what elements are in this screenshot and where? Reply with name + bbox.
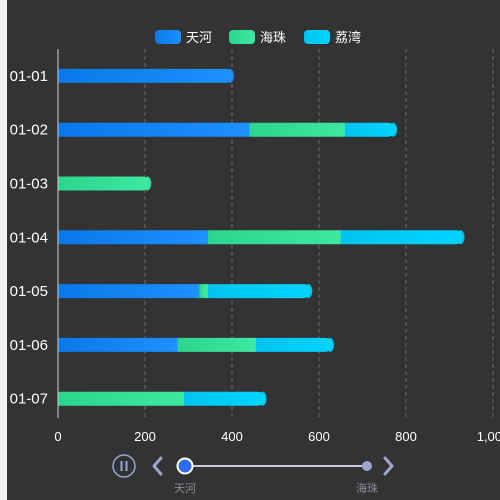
- legend-item-tianhe[interactable]: 天河: [155, 30, 212, 46]
- bar-segment-haizhu[interactable]: [58, 391, 185, 406]
- bar-segment-tianhe[interactable]: [58, 230, 209, 245]
- bar-segment-haizhu[interactable]: [208, 230, 341, 245]
- y-category-label: 01-01: [10, 68, 48, 85]
- y-category-label: 01-05: [10, 283, 48, 300]
- pause-icon: [120, 461, 123, 471]
- bar-segment-haizhu[interactable]: [249, 122, 346, 137]
- legend-swatch: [304, 30, 330, 44]
- stacked-bar-chart: 0 200 400 600 800 1,000 01-01 01-02 01-03 01-04 01…: [10, 30, 500, 495]
- bar-segment-liwan[interactable]: [340, 230, 463, 245]
- timeline-point[interactable]: [362, 461, 372, 471]
- bar-segment-cap: [304, 284, 313, 299]
- bar-segment-liwan[interactable]: [345, 122, 396, 137]
- bar-segment-tianhe[interactable]: [58, 122, 250, 137]
- bar-segment-cap: [226, 68, 234, 83]
- y-category-label: 01-02: [10, 122, 48, 139]
- bar-segment-cap: [143, 176, 152, 191]
- bar-segment-tianhe[interactable]: [58, 284, 200, 299]
- y-category-label: 01-07: [10, 391, 48, 408]
- y-category-label: 01-06: [10, 337, 48, 354]
- chevron-right-icon[interactable]: [383, 456, 394, 476]
- legend-label: 荔湾: [335, 30, 361, 46]
- bar-segment-haizhu[interactable]: [177, 337, 256, 352]
- legend-swatch: [155, 30, 181, 44]
- bar-segment-liwan[interactable]: [208, 284, 311, 299]
- y-category-label: 01-04: [10, 229, 48, 246]
- timeline-label: 海珠: [356, 481, 378, 495]
- bar-segment-cap: [389, 122, 398, 137]
- x-tick-label: 800: [395, 429, 417, 444]
- bar-segment-cap: [258, 391, 267, 406]
- x-tick-label: 1,000: [477, 429, 500, 444]
- bar-segment-cap: [249, 337, 258, 352]
- bar-segment-tianhe[interactable]: [58, 68, 233, 83]
- x-tick-label: 600: [308, 429, 330, 444]
- bar-segment-liwan[interactable]: [184, 391, 265, 406]
- x-tick-label: 0: [54, 429, 61, 444]
- bars: [58, 68, 465, 406]
- bar-segment-tianhe[interactable]: [58, 337, 178, 352]
- chart-panel: 0 200 400 600 800 1,000 01-01 01-02 01-03 01-04 01…: [7, 0, 500, 500]
- bar-segment-cap: [326, 337, 335, 352]
- chevron-left-icon[interactable]: [152, 456, 163, 476]
- timeline-label: 天河: [174, 482, 196, 495]
- y-category-label: 01-03: [10, 176, 48, 193]
- x-tick-label: 200: [134, 429, 156, 444]
- pause-icon: [125, 461, 128, 471]
- pause-button[interactable]: [112, 454, 136, 478]
- legend-label: 海珠: [260, 31, 286, 46]
- legend-item-liwan[interactable]: 荔湾: [304, 30, 361, 46]
- legend-swatch: [229, 30, 255, 44]
- legend-item-haizhu[interactable]: 海珠: [229, 30, 286, 46]
- legend[interactable]: 天河 海珠 荔湾: [155, 30, 361, 46]
- bar-segment-liwan[interactable]: [255, 337, 333, 352]
- timeline[interactable]: 天河 海珠: [112, 454, 394, 495]
- x-tick-label: 400: [221, 429, 243, 444]
- bar-segment-haizhu[interactable]: [58, 176, 150, 191]
- axes: 0 200 400 600 800 1,000 01-01 01-02 01-03 01-04 01…: [10, 49, 500, 444]
- timeline-handle[interactable]: [176, 457, 194, 475]
- bar-segment-cap: [456, 230, 465, 245]
- legend-label: 天河: [186, 31, 212, 46]
